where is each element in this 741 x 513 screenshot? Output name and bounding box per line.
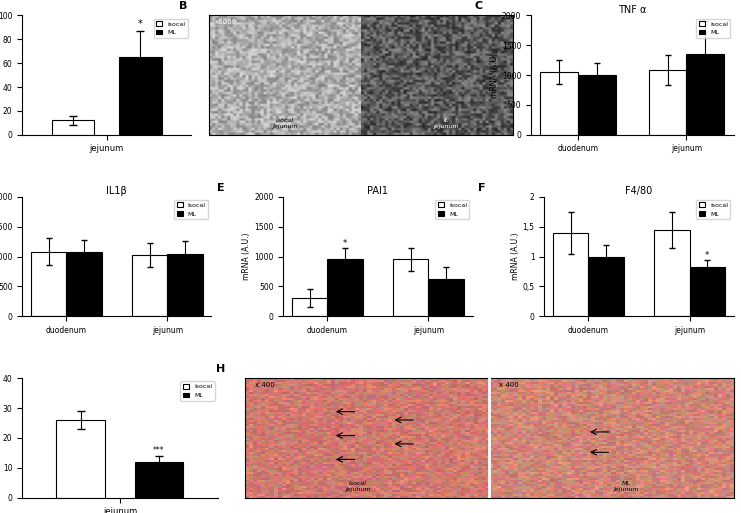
Bar	[578, 75, 616, 135]
Title: F4/80: F4/80	[625, 186, 653, 196]
Bar	[56, 420, 105, 498]
Text: Isocal
Jejunum: Isocal Jejunum	[345, 481, 370, 491]
Text: x8000: x8000	[215, 19, 237, 25]
Text: *: *	[705, 251, 709, 260]
Legend: isocal, ML: isocal, ML	[697, 18, 731, 38]
Bar	[132, 255, 167, 316]
Bar	[393, 260, 428, 316]
Legend: isocal, ML: isocal, ML	[174, 200, 208, 219]
Text: E: E	[217, 183, 225, 193]
Bar	[328, 260, 363, 316]
Legend: isocal, ML: isocal, ML	[435, 200, 469, 219]
Text: *: *	[343, 239, 347, 248]
Bar	[66, 252, 102, 316]
Legend: isocal, ML: isocal, ML	[180, 381, 215, 401]
Legend: isocal, ML: isocal, ML	[697, 200, 731, 219]
Title: TNF α: TNF α	[618, 5, 646, 14]
Text: x 400: x 400	[255, 382, 274, 388]
Bar	[292, 298, 328, 316]
Bar	[119, 57, 162, 135]
Text: ML
Jejunum: ML Jejunum	[614, 481, 639, 491]
Bar	[167, 253, 203, 316]
Y-axis label: mRNA (A.U.): mRNA (A.U.)	[242, 233, 251, 280]
Y-axis label: mRNA (A.U): mRNA (A.U)	[490, 52, 499, 97]
Text: IL
Jejunum: IL Jejunum	[433, 118, 459, 129]
Bar	[654, 230, 690, 316]
Bar	[135, 462, 184, 498]
Title: PAI1: PAI1	[368, 186, 388, 196]
Bar	[31, 252, 66, 316]
Title: IL1β: IL1β	[107, 186, 127, 196]
Text: F: F	[478, 183, 485, 193]
Y-axis label: mRNA (A.U.): mRNA (A.U.)	[511, 233, 519, 280]
Text: Isocal
Jejunum: Isocal Jejunum	[272, 118, 298, 129]
Bar	[428, 279, 464, 316]
Text: H: H	[216, 364, 225, 374]
Bar	[52, 121, 94, 135]
Legend: isocal, ML: isocal, ML	[153, 18, 188, 38]
Bar	[648, 70, 686, 135]
Bar	[686, 54, 725, 135]
Text: B: B	[179, 2, 187, 11]
Bar	[588, 256, 624, 316]
Text: ***: ***	[153, 446, 165, 456]
Bar	[540, 72, 578, 135]
Text: C: C	[474, 2, 482, 11]
Bar	[690, 267, 725, 316]
Bar	[553, 232, 588, 316]
Text: *: *	[138, 19, 143, 29]
Text: x 400: x 400	[499, 382, 519, 388]
